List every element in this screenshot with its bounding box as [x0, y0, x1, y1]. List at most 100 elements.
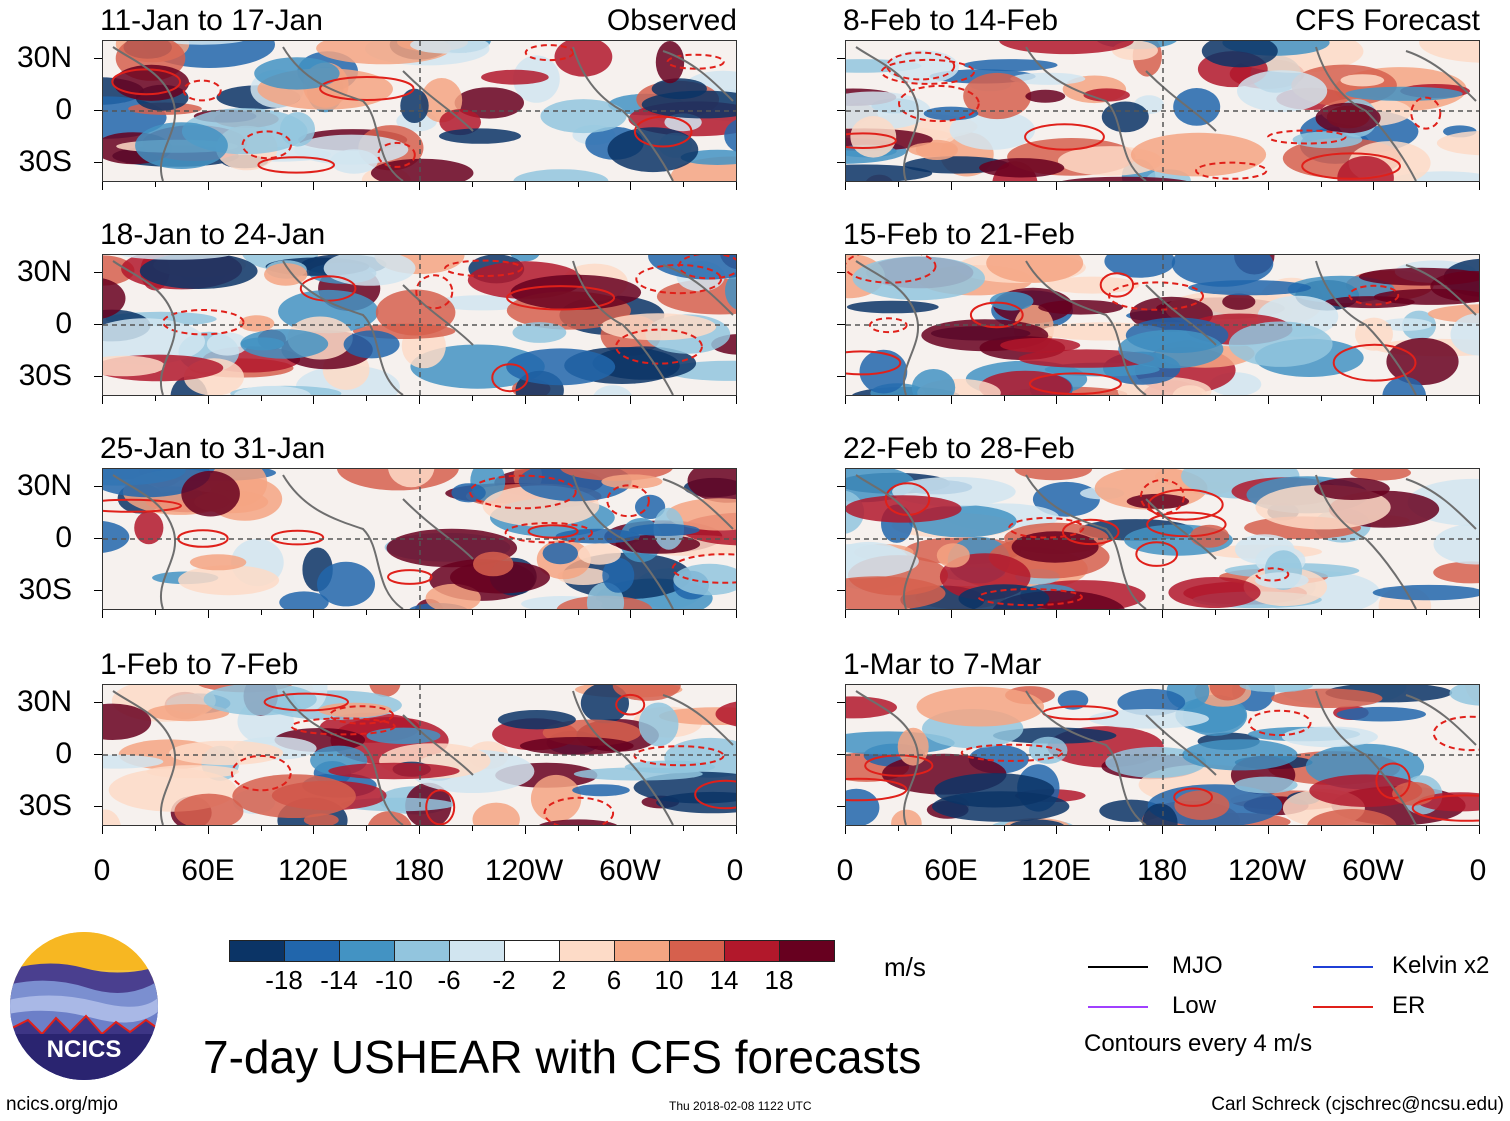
colorbar-swatch [559, 940, 615, 962]
lon-tick [1215, 396, 1216, 401]
lon-label: 60E [924, 854, 978, 887]
er-contour [1108, 281, 1204, 311]
shear-anomaly-blob [648, 255, 736, 280]
lon-label: 60E [181, 854, 235, 887]
shear-anomaly-blob [1336, 706, 1426, 722]
lon-tick [155, 610, 156, 615]
shear-anomaly-blob [1117, 688, 1186, 716]
shear-anomaly-blob [846, 696, 897, 719]
shear-anomaly-blob [916, 686, 1045, 727]
shear-anomaly-blob [1101, 101, 1149, 133]
shear-field [103, 41, 736, 181]
shear-anomaly-blob [993, 727, 1117, 744]
shear-anomaly-blob [147, 704, 230, 722]
lon-tick [1268, 182, 1269, 190]
lat-tick [94, 58, 102, 59]
shear-anomaly-blob [135, 122, 228, 169]
coastline [1025, 46, 1147, 181]
lon-tick [419, 826, 420, 834]
shear-anomaly-blob [1057, 690, 1089, 710]
shear-anomaly-blob [239, 315, 275, 332]
coastline [1025, 474, 1147, 609]
shear-anomaly-blob [1340, 74, 1385, 87]
lon-tick [630, 396, 631, 404]
er-contour [898, 84, 980, 123]
lon-tick [578, 182, 579, 187]
shear-anomaly-blob [1173, 88, 1221, 126]
shear-anomaly-blob [1281, 726, 1378, 748]
colorbar-unit: m/s [884, 952, 926, 982]
lon-tick [1162, 396, 1163, 404]
shear-anomaly-blob [1011, 531, 1099, 563]
coastline [855, 474, 919, 609]
shear-anomaly-blob [189, 554, 247, 571]
lon-tick [366, 826, 367, 831]
lon-tick [1215, 610, 1216, 615]
shear-anomaly-blob [513, 169, 609, 181]
shear-anomaly-blob [666, 498, 736, 531]
lat-tick [837, 486, 845, 487]
shear-anomaly-blob [240, 337, 285, 351]
er-contour [1348, 284, 1400, 306]
lat-tick [94, 590, 102, 591]
shear-anomaly-blob [1038, 300, 1124, 315]
shear-anomaly-blob [1314, 477, 1390, 500]
lon-tick [1479, 182, 1480, 190]
er-contour [1411, 794, 1479, 822]
shear-anomaly-blob [1104, 255, 1176, 278]
shear-anomaly-blob [911, 369, 956, 395]
lon-tick [313, 610, 314, 618]
shear-anomaly-blob [343, 330, 400, 359]
shear-anomaly-blob [601, 474, 663, 489]
lon-tick [1109, 396, 1110, 401]
coastline [1405, 264, 1477, 316]
shear-anomaly-blob [1062, 176, 1187, 181]
lon-tick [845, 182, 846, 190]
coastline [112, 46, 176, 181]
er-contour [884, 482, 931, 516]
colorbar-tick-label: 2 [551, 965, 567, 995]
main-title: 7-day USHEAR with CFS forecasts [203, 1031, 922, 1083]
lat-tick [837, 272, 845, 273]
shear-anomaly-blob [1337, 156, 1394, 181]
shear-anomaly-blob [1449, 685, 1479, 706]
er-contour [1255, 567, 1290, 582]
er-contour [319, 76, 415, 101]
shear-field [846, 255, 1479, 395]
shear-anomaly-blob [169, 740, 284, 766]
lon-tick [683, 396, 684, 401]
shear-anomaly-blob [1433, 523, 1479, 565]
shear-anomaly-blob [119, 255, 231, 260]
lon-tick [1321, 396, 1322, 401]
lon-tick [683, 610, 684, 615]
coastline [572, 474, 674, 609]
lon-tick [313, 396, 314, 404]
coastline [402, 70, 474, 132]
lon-tick [845, 610, 846, 618]
er-contour [377, 141, 416, 168]
shear-anomaly-blob [607, 127, 699, 173]
shear-anomaly-blob [472, 802, 520, 825]
shear-anomaly-blob [1358, 267, 1479, 286]
coastline [855, 260, 919, 395]
lat-tick [94, 754, 102, 755]
lon-tick [1373, 826, 1374, 834]
lon-tick [525, 826, 526, 834]
map-panel [102, 40, 737, 182]
shear-anomaly-blob [846, 300, 939, 314]
shear-anomaly-blob [979, 370, 1072, 395]
lon-tick [736, 182, 737, 190]
shear-anomaly-blob [989, 291, 1034, 311]
colorbar-tick-label: -14 [320, 965, 358, 995]
legend-line-low [1088, 1006, 1148, 1008]
colorbar-swatch [394, 940, 450, 962]
shear-anomaly-blob [1025, 89, 1066, 103]
lon-label: 0 [836, 854, 854, 887]
panel-title: 1-Feb to 7-Feb [100, 648, 299, 681]
lon-tick [898, 182, 899, 187]
panel-title: 15-Feb to 21-Feb [843, 218, 1075, 251]
coastline [662, 264, 734, 316]
lon-tick [208, 396, 209, 404]
er-contour [469, 474, 577, 510]
lat-tick [837, 162, 845, 163]
